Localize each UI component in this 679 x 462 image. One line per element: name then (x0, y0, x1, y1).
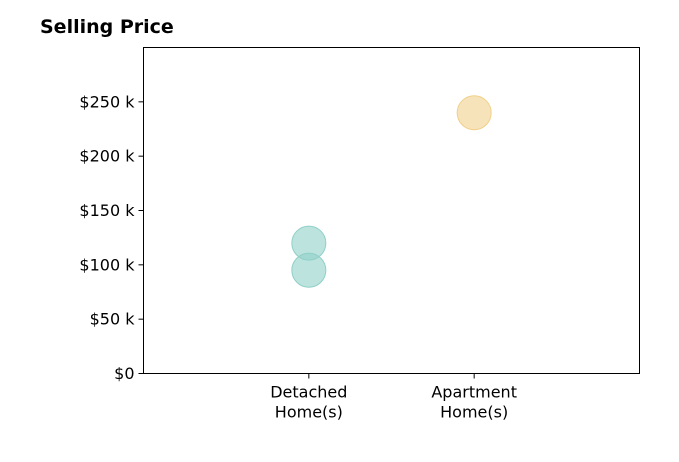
points-layer (291, 95, 492, 288)
x-axis: Detached Home(s) Apartment Home(s) (270, 373, 517, 422)
data-point (291, 252, 327, 288)
y-tick-label: $250 k (79, 92, 135, 111)
y-tick-label: $50 k (90, 310, 136, 329)
y-tick-label: $0 (114, 364, 134, 383)
data-point (456, 95, 492, 131)
chart-title: Selling Price (40, 16, 174, 38)
y-axis: $0 $50 k $100 k $150 k $200 k $250 k (79, 92, 144, 383)
y-tick-label: $200 k (79, 147, 135, 166)
y-tick-label: $150 k (79, 201, 135, 220)
x-tick-label: Detached Home(s) (270, 383, 347, 422)
plot-frame (143, 47, 640, 374)
y-tick-label: $100 k (79, 255, 135, 274)
x-tick-label: Apartment Home(s) (431, 383, 517, 422)
